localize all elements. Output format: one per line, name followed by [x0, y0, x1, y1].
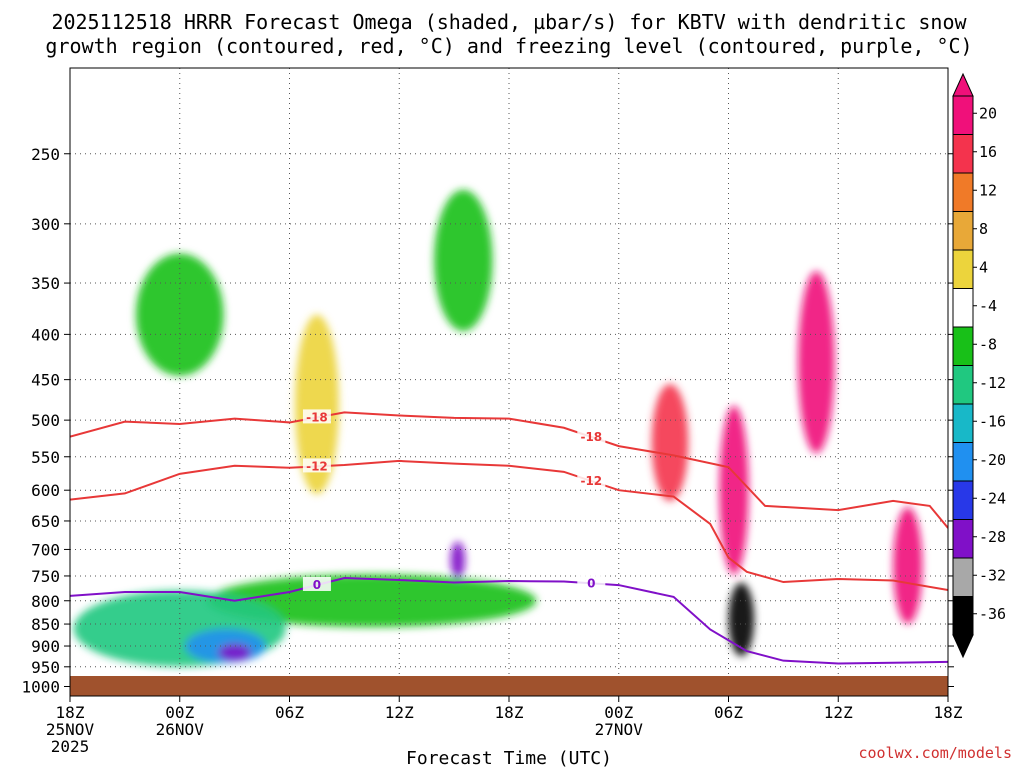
contour-label: -12: [306, 459, 328, 473]
y-tick-label: 1000: [21, 678, 60, 697]
y-tick-label: 300: [31, 215, 60, 234]
y-tick-label: 800: [31, 592, 60, 611]
x-tick-label: 06Z: [275, 703, 304, 722]
colorbar-segment: [952, 519, 974, 559]
terrain: [70, 676, 948, 696]
colorbar-label: -12: [979, 374, 1006, 392]
colorbar-label: 16: [979, 143, 997, 161]
colorbar-segment: [952, 403, 974, 443]
contour-line: [70, 459, 948, 592]
x-tick-label: 26NOV: [156, 720, 205, 739]
colorbar-label: 12: [979, 181, 997, 199]
x-tick-label: 18Z: [495, 703, 524, 722]
colorbar-segment: [952, 95, 974, 135]
contour-line: [70, 411, 948, 529]
x-tick-label: 25NOV: [46, 720, 95, 739]
colorbar-segment: [952, 249, 974, 289]
x-tick-label: 27NOV: [595, 720, 644, 739]
omega-green-region: [135, 253, 224, 376]
colorbar-segment: [952, 557, 974, 597]
colorbar-segment: [952, 365, 974, 405]
colorbar-label: -28: [979, 528, 1006, 546]
title-line: growth region (contoured, red, °C) and f…: [45, 34, 972, 58]
credit-text: coolwx.com/models: [858, 744, 1012, 762]
colorbar-label: 4: [979, 258, 988, 276]
y-tick-label: 700: [31, 540, 60, 559]
y-tick-label: 550: [31, 448, 60, 467]
omega-yellow-region: [294, 314, 339, 495]
y-tick-label: 500: [31, 411, 60, 430]
x-tick-label: 00Z: [604, 703, 633, 722]
contour-label-bg: [302, 409, 331, 424]
colorbar-segment: [952, 134, 974, 174]
colorbar-segment: [952, 211, 974, 251]
y-tick-label: 850: [31, 615, 60, 634]
colorbar-segment: [952, 288, 974, 328]
omega-red-region: [651, 384, 689, 501]
omega-black-region: [728, 582, 755, 657]
colorbar-label: 20: [979, 104, 997, 122]
colorbar-label: -24: [979, 489, 1006, 507]
y-tick-label: 600: [31, 481, 60, 500]
x-tick-label: 18Z: [934, 703, 963, 722]
contour-label: 0: [313, 578, 321, 592]
title-line: 2025112518 HRRR Forecast Omega (shaded, …: [51, 10, 967, 34]
x-tick-label: 12Z: [385, 703, 414, 722]
y-tick-label: 450: [31, 371, 60, 390]
contour-label: -18: [580, 430, 602, 444]
omega-green-region: [434, 189, 493, 332]
contour-label: 0: [587, 576, 595, 590]
colorbar-label: -20: [979, 451, 1006, 469]
y-tick-label: 950: [31, 658, 60, 677]
x-tick-label: 12Z: [824, 703, 853, 722]
chart-title: 2025112518 HRRR Forecast Omega (shaded, …: [45, 10, 972, 58]
colorbar-label: -8: [979, 335, 997, 353]
y-tick-label: 900: [31, 637, 60, 656]
colorbar-label: -32: [979, 566, 1006, 584]
omega-purple-region: [218, 643, 252, 661]
contour-label-bg: [302, 577, 331, 592]
colorbar-segment: [952, 442, 974, 482]
contour-label: -18: [306, 410, 328, 424]
contour-label-bg: [577, 428, 606, 443]
contour-label-bg: [577, 575, 606, 590]
y-tick-label: 650: [31, 512, 60, 531]
colorbar-label: -16: [979, 412, 1006, 430]
y-tick-label: 250: [31, 145, 60, 164]
colorbar-label: -4: [979, 297, 997, 315]
colorbar-label: 8: [979, 220, 988, 238]
omega-magenta-region: [798, 271, 835, 454]
x-tick-label: 18Z: [56, 703, 85, 722]
omega-magenta-region: [893, 507, 923, 624]
plot-area: -18 -18 -12 -12 0 0: [70, 68, 948, 696]
x-tick-label: 2025: [51, 737, 90, 756]
y-tick-label: 350: [31, 274, 60, 293]
colorbar-segment: [952, 596, 974, 636]
colorbar-top-arrow: [952, 72, 974, 97]
contours: -18 -18 -12 -12 0 0: [70, 409, 948, 665]
contour-label: -12: [580, 474, 602, 488]
colorbar-label: -36: [979, 605, 1006, 623]
contour-line: [70, 576, 948, 665]
colorbar-segment: [952, 172, 974, 212]
y-tick-label: 750: [31, 567, 60, 586]
contour-label-bg: [577, 473, 606, 488]
omega-purple-region: [450, 541, 466, 579]
colorbar-segment: [952, 326, 974, 366]
colorbar-segment: [952, 480, 974, 520]
colorbar-bottom-arrow: [952, 634, 974, 659]
x-axis-label: Forecast Time (UTC): [406, 748, 612, 768]
contour-label-bg: [302, 458, 331, 473]
x-tick-label: 00Z: [165, 703, 194, 722]
colorbar: 20 16 12 8 4 -4 -8 -12 -16 -20 -24 -28 -32 -36: [952, 72, 1006, 659]
x-tick-label: 06Z: [714, 703, 743, 722]
omega-magenta-region: [719, 405, 749, 575]
y-tick-label: 400: [31, 325, 60, 344]
y-axis: 250 300 350 400 450 500 550 600 650 700 750 800 850 9…: [21, 145, 954, 697]
